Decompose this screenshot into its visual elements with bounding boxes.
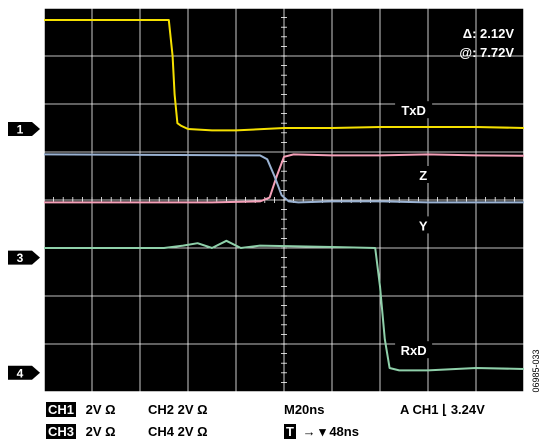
ch4-scale: CH4 2V Ω	[148, 424, 208, 439]
trace-label-bg	[395, 341, 433, 359]
trigger-badge: T	[284, 424, 296, 439]
cursor-readout: Δ: 2.12V @: 7.72V	[459, 26, 514, 60]
graticule-grid	[43, 7, 525, 393]
channel-markers: 1 3 4	[8, 121, 40, 380]
timebase: M20ns	[284, 402, 325, 417]
channel-marker-4	[8, 365, 40, 380]
trace-labels: TxD Z Y RxD	[395, 101, 433, 359]
trace-label-txd: TxD	[401, 103, 426, 118]
ch1-scale: 2V Ω	[85, 402, 116, 417]
trace-label-bg	[413, 216, 433, 234]
trigger-setting: A CH1 ⌊ 3.24V	[400, 402, 485, 417]
channel-marker-1	[8, 121, 40, 136]
trigger-delay: → ▾ 48ns	[302, 424, 359, 439]
delta-readout: Δ: 2.12V	[463, 26, 515, 41]
trace-label-z: Z	[419, 168, 427, 183]
waveform-traces	[43, 19, 525, 372]
channel-marker-label: 1	[17, 122, 24, 136]
ch3-scale: 2V Ω	[85, 424, 116, 439]
trigger-position: T → ▾ 48ns	[284, 424, 359, 440]
figure-id-text: 06985-033	[531, 349, 541, 393]
trace-label-bg	[413, 166, 433, 183]
trace-rxd	[44, 239, 525, 372]
at-readout: @: 7.72V	[459, 45, 514, 60]
channel-marker-3	[8, 250, 40, 265]
trace-label-rxd: RxD	[401, 343, 427, 358]
footer-row-2: CH3 2V Ω	[46, 424, 116, 439]
channel-marker-label: 3	[17, 251, 24, 265]
footer-row-1: CH1 2V Ω	[46, 402, 116, 417]
ch1-badge: CH1	[46, 402, 77, 417]
figure-id: 06985-033	[528, 336, 544, 406]
channel-marker-label: 4	[17, 366, 24, 380]
trace-txd	[44, 19, 525, 132]
trigger-level-marker	[524, 15, 531, 25]
trace-label-bg	[395, 101, 433, 119]
trace-label-y: Y	[419, 218, 428, 233]
trace-y	[43, 153, 524, 204]
ch2-scale: CH2 2V Ω	[148, 402, 208, 417]
ch3-badge: CH3	[46, 424, 77, 439]
trace-z	[44, 153, 525, 204]
